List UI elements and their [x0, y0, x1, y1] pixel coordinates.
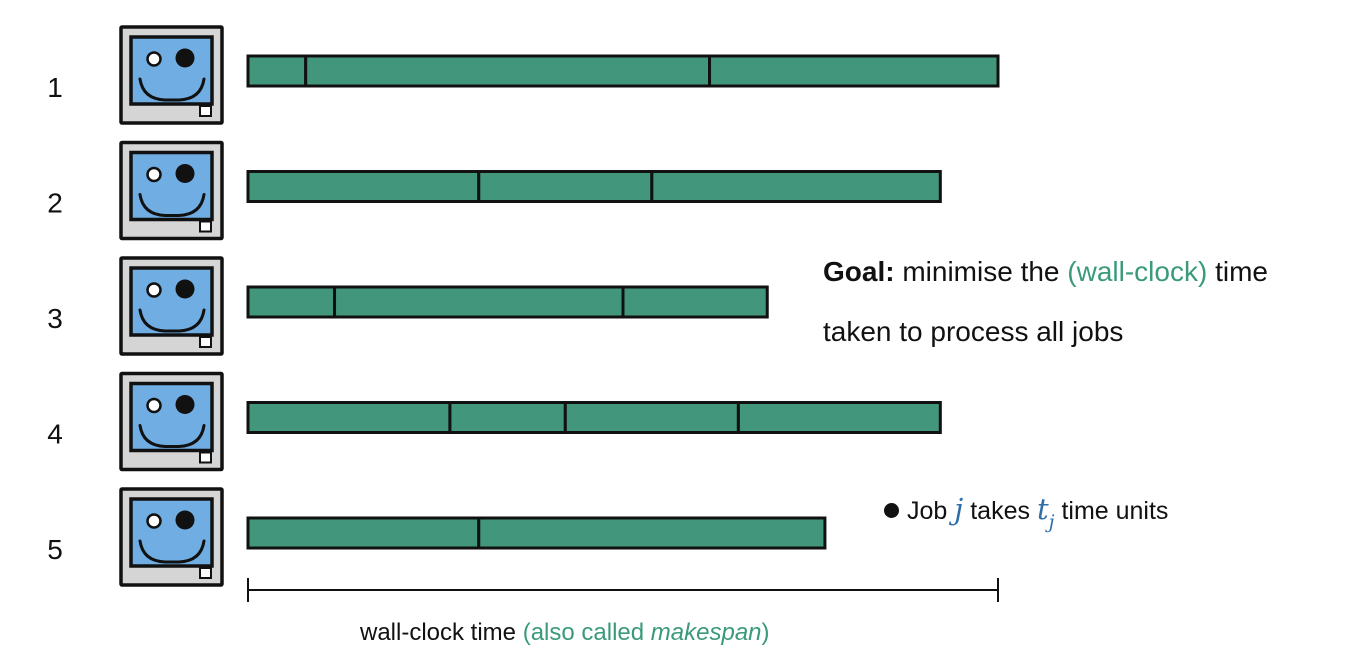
job-time-note: Job j takes tj time units	[884, 492, 1169, 533]
machine-label: 2	[47, 188, 63, 219]
computer-icon	[119, 371, 224, 472]
computer-icon	[119, 256, 224, 356]
job-bar	[563, 401, 740, 434]
computer-icon	[119, 25, 224, 125]
job-bar	[333, 285, 625, 319]
note-post: time units	[1061, 497, 1169, 525]
axis-label-makespan: makespan	[650, 619, 762, 646]
goal-bold: Goal:	[823, 256, 895, 287]
job-bar	[246, 285, 337, 319]
computer-icon	[119, 140, 224, 241]
axis-label-open: (also called	[522, 619, 645, 646]
axis-label-close: )	[761, 619, 770, 646]
machine-row: 3	[47, 256, 769, 356]
job-bar	[477, 170, 654, 203]
note-pre: Job	[907, 497, 948, 525]
makespan-axis	[247, 578, 999, 602]
goal-text-after: time	[1215, 256, 1268, 287]
note-var-t: tj	[1036, 492, 1055, 533]
goal-statement: Goal: minimise the (wall-clock) time	[823, 256, 1268, 288]
note-mid: takes	[970, 497, 1030, 525]
machine-row: 1	[47, 25, 1000, 125]
job-bar	[650, 170, 942, 203]
machine-label: 3	[47, 303, 63, 334]
note-var-t-sub: j	[1048, 511, 1055, 533]
goal-highlight: (wall-clock)	[1067, 256, 1208, 287]
job-bar	[708, 54, 1000, 88]
axis-label-main: wall-clock time	[360, 619, 517, 646]
computer-icon	[119, 487, 224, 587]
job-bar	[304, 54, 712, 88]
axis-label: wall-clock time (also called makespan)	[360, 619, 770, 647]
goal-text-before: minimise the	[902, 256, 1060, 287]
axis-label-paren: (also called makespan)	[523, 619, 770, 646]
job-bar	[448, 401, 567, 434]
bullet-icon	[884, 502, 899, 518]
job-bar	[246, 516, 481, 550]
machine-row: 5	[47, 487, 827, 587]
goal-line-2: taken to process all jobs	[823, 316, 1124, 347]
machine-row: 4	[47, 371, 942, 472]
job-bar	[246, 401, 452, 434]
note-var-j: j	[954, 492, 964, 526]
job-bar	[736, 401, 942, 434]
machine-label: 1	[47, 72, 63, 103]
note-var-t-base: t	[1036, 492, 1049, 526]
job-bar	[477, 516, 827, 550]
machine-label: 5	[47, 534, 63, 565]
job-bar	[246, 54, 308, 88]
job-bar	[621, 285, 769, 319]
machine-label: 4	[47, 419, 63, 450]
machine-row: 2	[47, 140, 942, 241]
job-bar	[246, 170, 481, 203]
